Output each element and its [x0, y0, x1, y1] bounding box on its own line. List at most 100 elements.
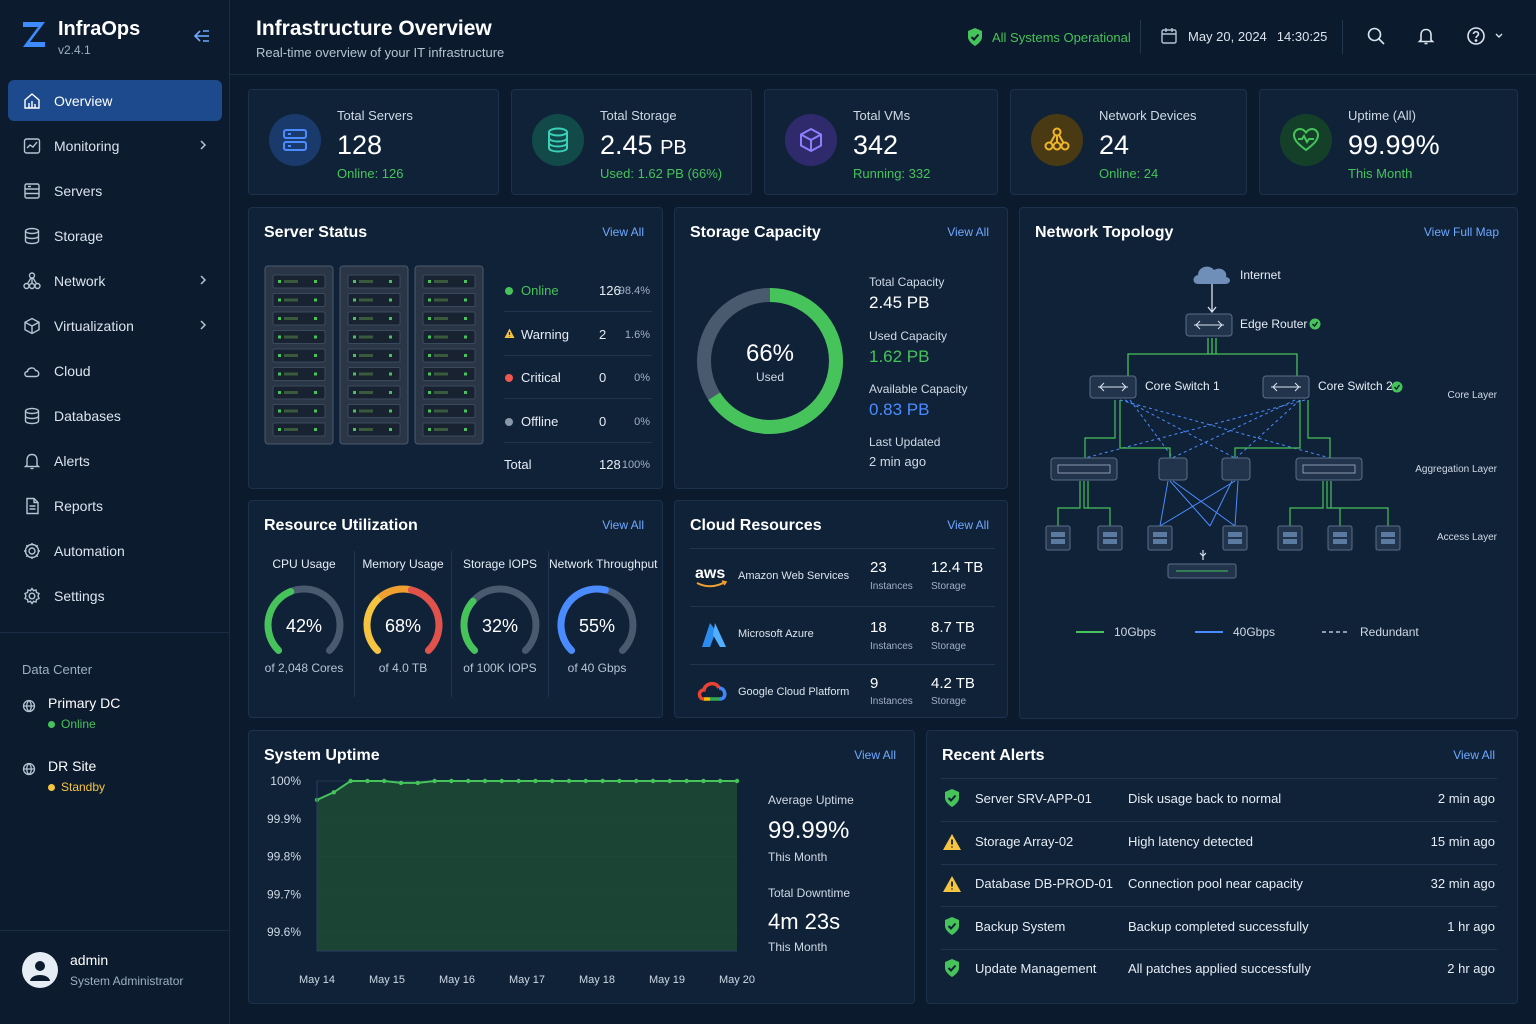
chevron-right-icon[interactable]: [198, 139, 208, 151]
kpi-card-vms[interactable]: Total VMs 342 Running: 332: [764, 89, 998, 195]
aggregation-switch[interactable]: [1158, 457, 1188, 481]
help-icon[interactable]: [1466, 26, 1486, 46]
server-led: [464, 391, 467, 394]
chevron-down-icon[interactable]: [1495, 33, 1503, 39]
status-row-offline[interactable]: Offline 0 0%: [504, 400, 652, 443]
server-led: [278, 335, 281, 339]
server-led: [353, 428, 356, 431]
status-row-online[interactable]: Online 126 98.4%: [504, 269, 652, 312]
chevron-right-icon[interactable]: [198, 319, 208, 331]
uptime-point: [701, 778, 706, 784]
header-divider: [1140, 20, 1141, 54]
access-switch[interactable]: [1045, 525, 1071, 551]
status-row-critical[interactable]: Critical 0 0%: [504, 356, 652, 399]
alert-message: High latency detected: [1128, 833, 1254, 849]
sidebar-item-virtualization[interactable]: Virtualization: [8, 305, 222, 346]
cloud-provider-row[interactable]: Google Cloud Platform 9 Instances 4.2 TB…: [690, 665, 995, 723]
check-mark: [1394, 384, 1401, 391]
provider-name: Google Cloud Platform: [738, 686, 850, 698]
gauge-value: 32%: [482, 616, 518, 636]
uptime-point: [634, 778, 639, 784]
uptime-point: [382, 778, 387, 784]
kpi-card-network[interactable]: Network Devices 24 Online: 24: [1010, 89, 1247, 195]
aggregation-switch[interactable]: [1295, 457, 1363, 481]
access-switch[interactable]: [1375, 525, 1401, 551]
access-switch[interactable]: [1147, 525, 1173, 551]
app-logo[interactable]: InfraOps v2.4.1: [20, 18, 140, 57]
cloud-provider-row[interactable]: aws Amazon Web Services 23 Instances 12.…: [690, 549, 995, 607]
kpi-card-uptime[interactable]: Uptime (All) 99.99% This Month: [1259, 89, 1518, 195]
gauge-cpu-usage[interactable]: CPU Usage 42% of 2,048 Cores: [256, 557, 352, 675]
aggregation-switch[interactable]: [1050, 457, 1118, 481]
sidebar-item-monitoring[interactable]: Monitoring: [8, 125, 222, 166]
chevron-right-icon[interactable]: [198, 274, 208, 286]
sidebar-item-reports[interactable]: Reports: [8, 485, 222, 526]
provider-name: Amazon Web Services: [738, 570, 850, 582]
gauge-value: 42%: [286, 616, 322, 636]
provider-instances: 18: [870, 619, 887, 636]
uptime-point: [667, 778, 672, 784]
layer-label: Aggregation Layer: [1415, 464, 1497, 475]
switch-ports: [1057, 464, 1111, 474]
x-tick-label: May 20: [719, 974, 755, 986]
view-all-link[interactable]: View All: [602, 518, 644, 532]
datacenter-primary[interactable]: Primary DC Online: [22, 695, 120, 731]
card-title: Recent Alerts: [942, 747, 1045, 764]
view-full-map-link[interactable]: View Full Map: [1423, 225, 1499, 239]
sidebar-item-cloud[interactable]: Cloud: [8, 350, 222, 391]
view-all-link[interactable]: View All: [947, 225, 989, 239]
view-all-link[interactable]: View All: [1453, 748, 1495, 762]
view-all-link[interactable]: View All: [602, 225, 644, 239]
datacenter-dr[interactable]: DR Site Standby: [22, 758, 105, 794]
access-switch[interactable]: [1097, 525, 1123, 551]
server-unit: [347, 274, 401, 289]
view-all-link[interactable]: View All: [947, 518, 989, 532]
sidebar-item-overview[interactable]: Overview: [8, 80, 222, 121]
gauge-network-throughput[interactable]: Network Throughput 55% of 40 Gbps: [549, 557, 658, 675]
alert-row[interactable]: Server SRV-APP-01 Disk usage back to norm…: [941, 779, 1497, 822]
kpi-value: 2.45 PB: [600, 130, 687, 161]
kpi-card-servers[interactable]: Total Servers 128 Online: 126: [248, 89, 499, 195]
system-status[interactable]: All Systems Operational: [966, 27, 1131, 47]
server-led: [278, 372, 281, 376]
bell-icon[interactable]: [1416, 26, 1436, 46]
sidebar-item-databases[interactable]: Databases: [8, 395, 222, 436]
switch-port-block: [1333, 539, 1347, 544]
access-switch[interactable]: [1222, 525, 1248, 551]
sidebar-item-network[interactable]: Network: [8, 260, 222, 301]
collapse-sidebar-icon[interactable]: [192, 26, 212, 46]
status-dot: [505, 287, 513, 295]
status-row-total[interactable]: Total 128 100%: [504, 443, 652, 486]
network-icon: [23, 271, 41, 289]
alert-row[interactable]: Backup System Backup completed successful…: [941, 907, 1497, 950]
sidebar-item-automation[interactable]: Automation: [8, 530, 222, 571]
aggregation-switch[interactable]: [1221, 457, 1251, 481]
cloud-provider-row[interactable]: Microsoft Azure 18 Instances 8.7 TB Stor…: [690, 607, 995, 665]
card-title: Server Status: [264, 224, 368, 241]
alert-row[interactable]: Storage Array-02 High latency detected 15 …: [941, 822, 1497, 865]
view-all-link[interactable]: View All: [854, 748, 896, 762]
sidebar-item-settings[interactable]: Settings: [8, 575, 222, 616]
user-profile[interactable]: admin System Administrator: [22, 952, 183, 988]
access-switch[interactable]: [1277, 525, 1303, 551]
server-unit: [422, 330, 476, 344]
server-unit: [422, 293, 476, 307]
access-switch[interactable]: [1327, 525, 1353, 551]
status-row-warning[interactable]: Warning 2 1.6%: [504, 313, 652, 356]
gauge-storage-iops[interactable]: Storage IOPS 32% of 100K IOPS: [452, 557, 548, 675]
gauge-memory-usage[interactable]: Memory Usage 68% of 4.0 TB: [355, 557, 451, 675]
alert-row[interactable]: Update Management All patches applied suc…: [941, 949, 1497, 992]
kpi-card-storage[interactable]: Total Storage 2.45 PB Used: 1.62 PB (66%…: [511, 89, 752, 195]
sidebar-item-storage[interactable]: Storage: [8, 215, 222, 256]
search-icon[interactable]: [1366, 26, 1386, 46]
switch-icon: [1271, 382, 1301, 392]
server-led: [278, 298, 281, 302]
uptime-point: [533, 778, 538, 784]
alert-row[interactable]: Database DB-PROD-01 Connection pool near …: [941, 864, 1497, 907]
core-switch-1-label: Core Switch 1: [1145, 379, 1220, 393]
sidebar-item-alerts[interactable]: Alerts: [8, 440, 222, 481]
server-drive-bay: [284, 391, 298, 394]
server-unit: [272, 311, 326, 326]
sidebar-item-servers[interactable]: Servers: [8, 170, 222, 211]
access-switches: [1045, 525, 1401, 551]
